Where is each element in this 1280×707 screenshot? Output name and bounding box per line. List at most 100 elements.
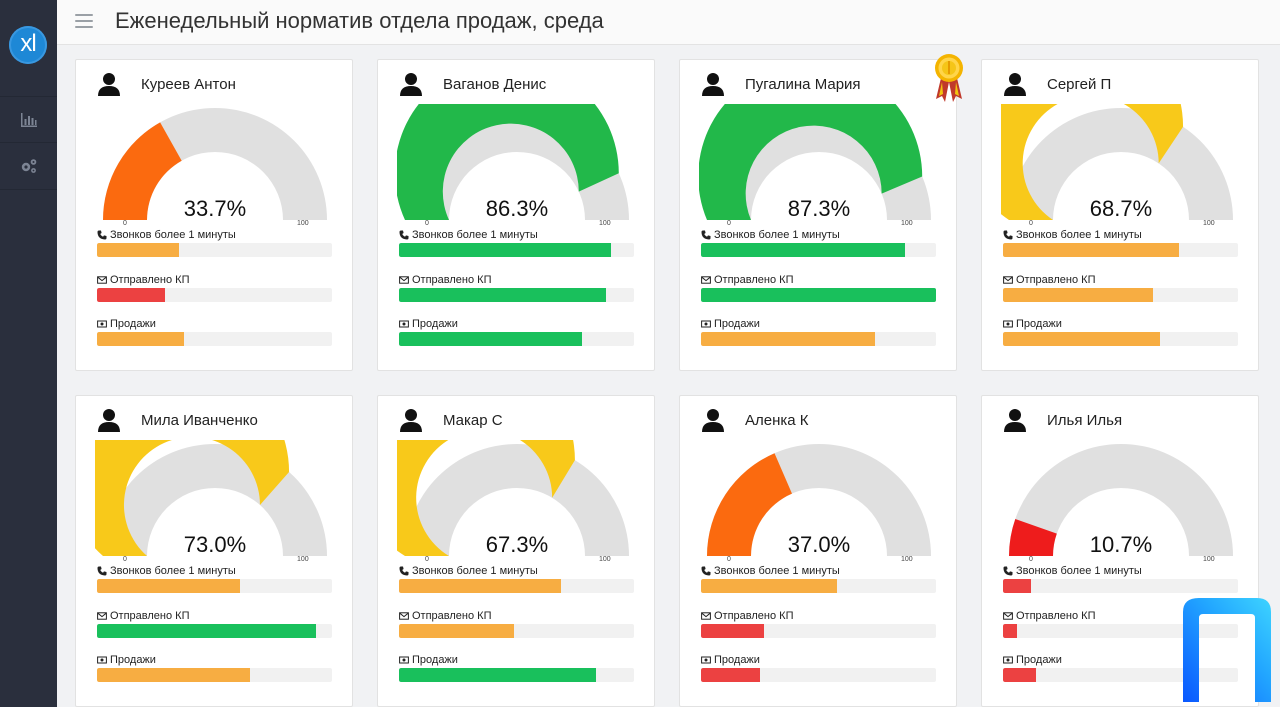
- user-icon: [1004, 408, 1026, 432]
- progress-fill: [399, 288, 606, 302]
- progress-fill: [1003, 624, 1018, 638]
- gauge-min-label: 0: [727, 220, 731, 227]
- gauge-track: [1009, 108, 1233, 220]
- menu-icon[interactable]: [75, 14, 93, 28]
- gauge-value-arc: [95, 440, 290, 556]
- metric-label: Отправлено КП: [714, 610, 794, 622]
- metric-label: Отправлено КП: [110, 610, 190, 622]
- progress-fill: [1003, 332, 1161, 346]
- gears-icon: [21, 159, 36, 173]
- money-icon: [701, 320, 711, 328]
- phone-icon: [701, 230, 711, 240]
- metric-label: Продажи: [412, 318, 458, 330]
- progress-fill: [399, 624, 515, 638]
- gauge-value-arc: [707, 453, 792, 556]
- progress-track: [701, 668, 936, 682]
- gauge-value-arc: [397, 440, 575, 556]
- money-icon: [97, 656, 107, 664]
- gauge-min-label: 0: [123, 220, 127, 227]
- employee-card[interactable]: Сергей П 68.7% 0 100 Звонков более 1 минуты О…: [981, 59, 1259, 371]
- gauge-min-label: 0: [1029, 220, 1033, 227]
- gauge-max-label: 100: [297, 220, 309, 227]
- metric-calls: Звонков более 1 минуты: [399, 564, 635, 593]
- metric-offers: Отправлено КП: [701, 273, 937, 302]
- metric-sales: Продажи: [701, 317, 937, 346]
- progress-fill: [97, 243, 180, 257]
- gauge-min-label: 0: [1029, 556, 1033, 563]
- progress-fill: [97, 624, 316, 638]
- gauge-chart: [95, 440, 327, 556]
- metric-calls: Звонков более 1 минуты: [1003, 564, 1239, 593]
- gauge-max-label: 100: [901, 220, 913, 227]
- gauge-max-label: 100: [1203, 556, 1215, 563]
- progress-track: [701, 624, 936, 638]
- employee-name: Сергей П: [1047, 76, 1112, 93]
- money-icon: [701, 656, 711, 664]
- metric-label: Продажи: [714, 318, 760, 330]
- phone-icon: [97, 230, 107, 240]
- metric-calls: Звонков более 1 минуты: [399, 228, 635, 257]
- metric-label: Продажи: [1016, 318, 1062, 330]
- employee-name: Куреев Антон: [141, 76, 236, 93]
- employee-card[interactable]: Аленка К 37.0% 0 100 Звонков более 1 минуты О…: [679, 395, 957, 707]
- progress-track: [1003, 243, 1238, 257]
- progress-track: [701, 579, 936, 593]
- metric-label: Звонков более 1 минуты: [110, 565, 236, 577]
- phone-icon: [399, 566, 409, 576]
- progress-fill: [97, 332, 184, 346]
- gauge-chart: [707, 444, 931, 556]
- metric-label: Звонков более 1 минуты: [1016, 229, 1142, 241]
- sidebar-item-settings[interactable]: [0, 142, 57, 190]
- gauge-max-label: 100: [599, 220, 611, 227]
- employee-card[interactable]: Макар С 67.3% 0 100 Звонков более 1 минуты От…: [377, 395, 655, 707]
- employee-card[interactable]: Пугалина Мария 87.3% 0 100 Звонков более 1 м…: [679, 59, 957, 371]
- money-icon: [399, 656, 409, 664]
- progress-track: [701, 332, 936, 346]
- progress-fill: [1003, 288, 1154, 302]
- gauge-max-label: 100: [901, 556, 913, 563]
- metric-label: Продажи: [1016, 654, 1062, 666]
- metric-sales: Продажи: [97, 653, 333, 682]
- employee-card[interactable]: Куреев Антон 33.7% 0 100 Звонков более 1 мин…: [75, 59, 353, 371]
- employee-card[interactable]: Илья Илья 10.7% 0 100 Звонков более 1 минуты…: [981, 395, 1259, 707]
- user-icon: [400, 72, 422, 96]
- user-icon: [98, 72, 120, 96]
- metric-label: Отправлено КП: [110, 274, 190, 286]
- metric-label: Звонков более 1 минуты: [412, 229, 538, 241]
- metric-calls: Звонков более 1 минуты: [701, 564, 937, 593]
- watermark-logo: [1183, 598, 1271, 702]
- progress-fill: [399, 579, 562, 593]
- gauge-chart: [1009, 444, 1233, 556]
- app-logo[interactable]: xl: [9, 26, 47, 64]
- progress-track: [97, 332, 332, 346]
- progress-fill: [1003, 668, 1036, 682]
- progress-track: [97, 579, 332, 593]
- progress-track: [701, 243, 936, 257]
- money-icon: [1003, 656, 1013, 664]
- gauge-chart: [397, 440, 629, 556]
- gauge-track: [1009, 444, 1233, 556]
- progress-track: [399, 668, 634, 682]
- envelope-icon: [1003, 276, 1013, 284]
- gauge-min-label: 0: [727, 556, 731, 563]
- progress-track: [97, 668, 332, 682]
- phone-icon: [97, 566, 107, 576]
- progress-track: [399, 579, 634, 593]
- sidebar-item-dashboard[interactable]: [0, 96, 57, 143]
- metric-calls: Звонков более 1 минуты: [701, 228, 937, 257]
- gauge-value-arc: [1001, 104, 1184, 220]
- user-icon: [98, 408, 120, 432]
- money-icon: [1003, 320, 1013, 328]
- gauge-percent: 73.0%: [183, 532, 247, 557]
- progress-track: [399, 624, 634, 638]
- gauge-percent: 10.7%: [1089, 532, 1153, 557]
- employee-card[interactable]: Ваганов Денис 86.3% 0 100 Звонков более 1 ми…: [377, 59, 655, 371]
- progress-track: [1003, 579, 1238, 593]
- gauge-percent: 86.3%: [485, 196, 549, 221]
- employee-card[interactable]: Мила Иванченко 73.0% 0 100 Звонков более 1 м…: [75, 395, 353, 707]
- metric-sales: Продажи: [399, 317, 635, 346]
- award-ribbon-icon: [935, 54, 963, 102]
- metric-sales: Продажи: [1003, 653, 1239, 682]
- progress-fill: [701, 579, 838, 593]
- phone-icon: [1003, 230, 1013, 240]
